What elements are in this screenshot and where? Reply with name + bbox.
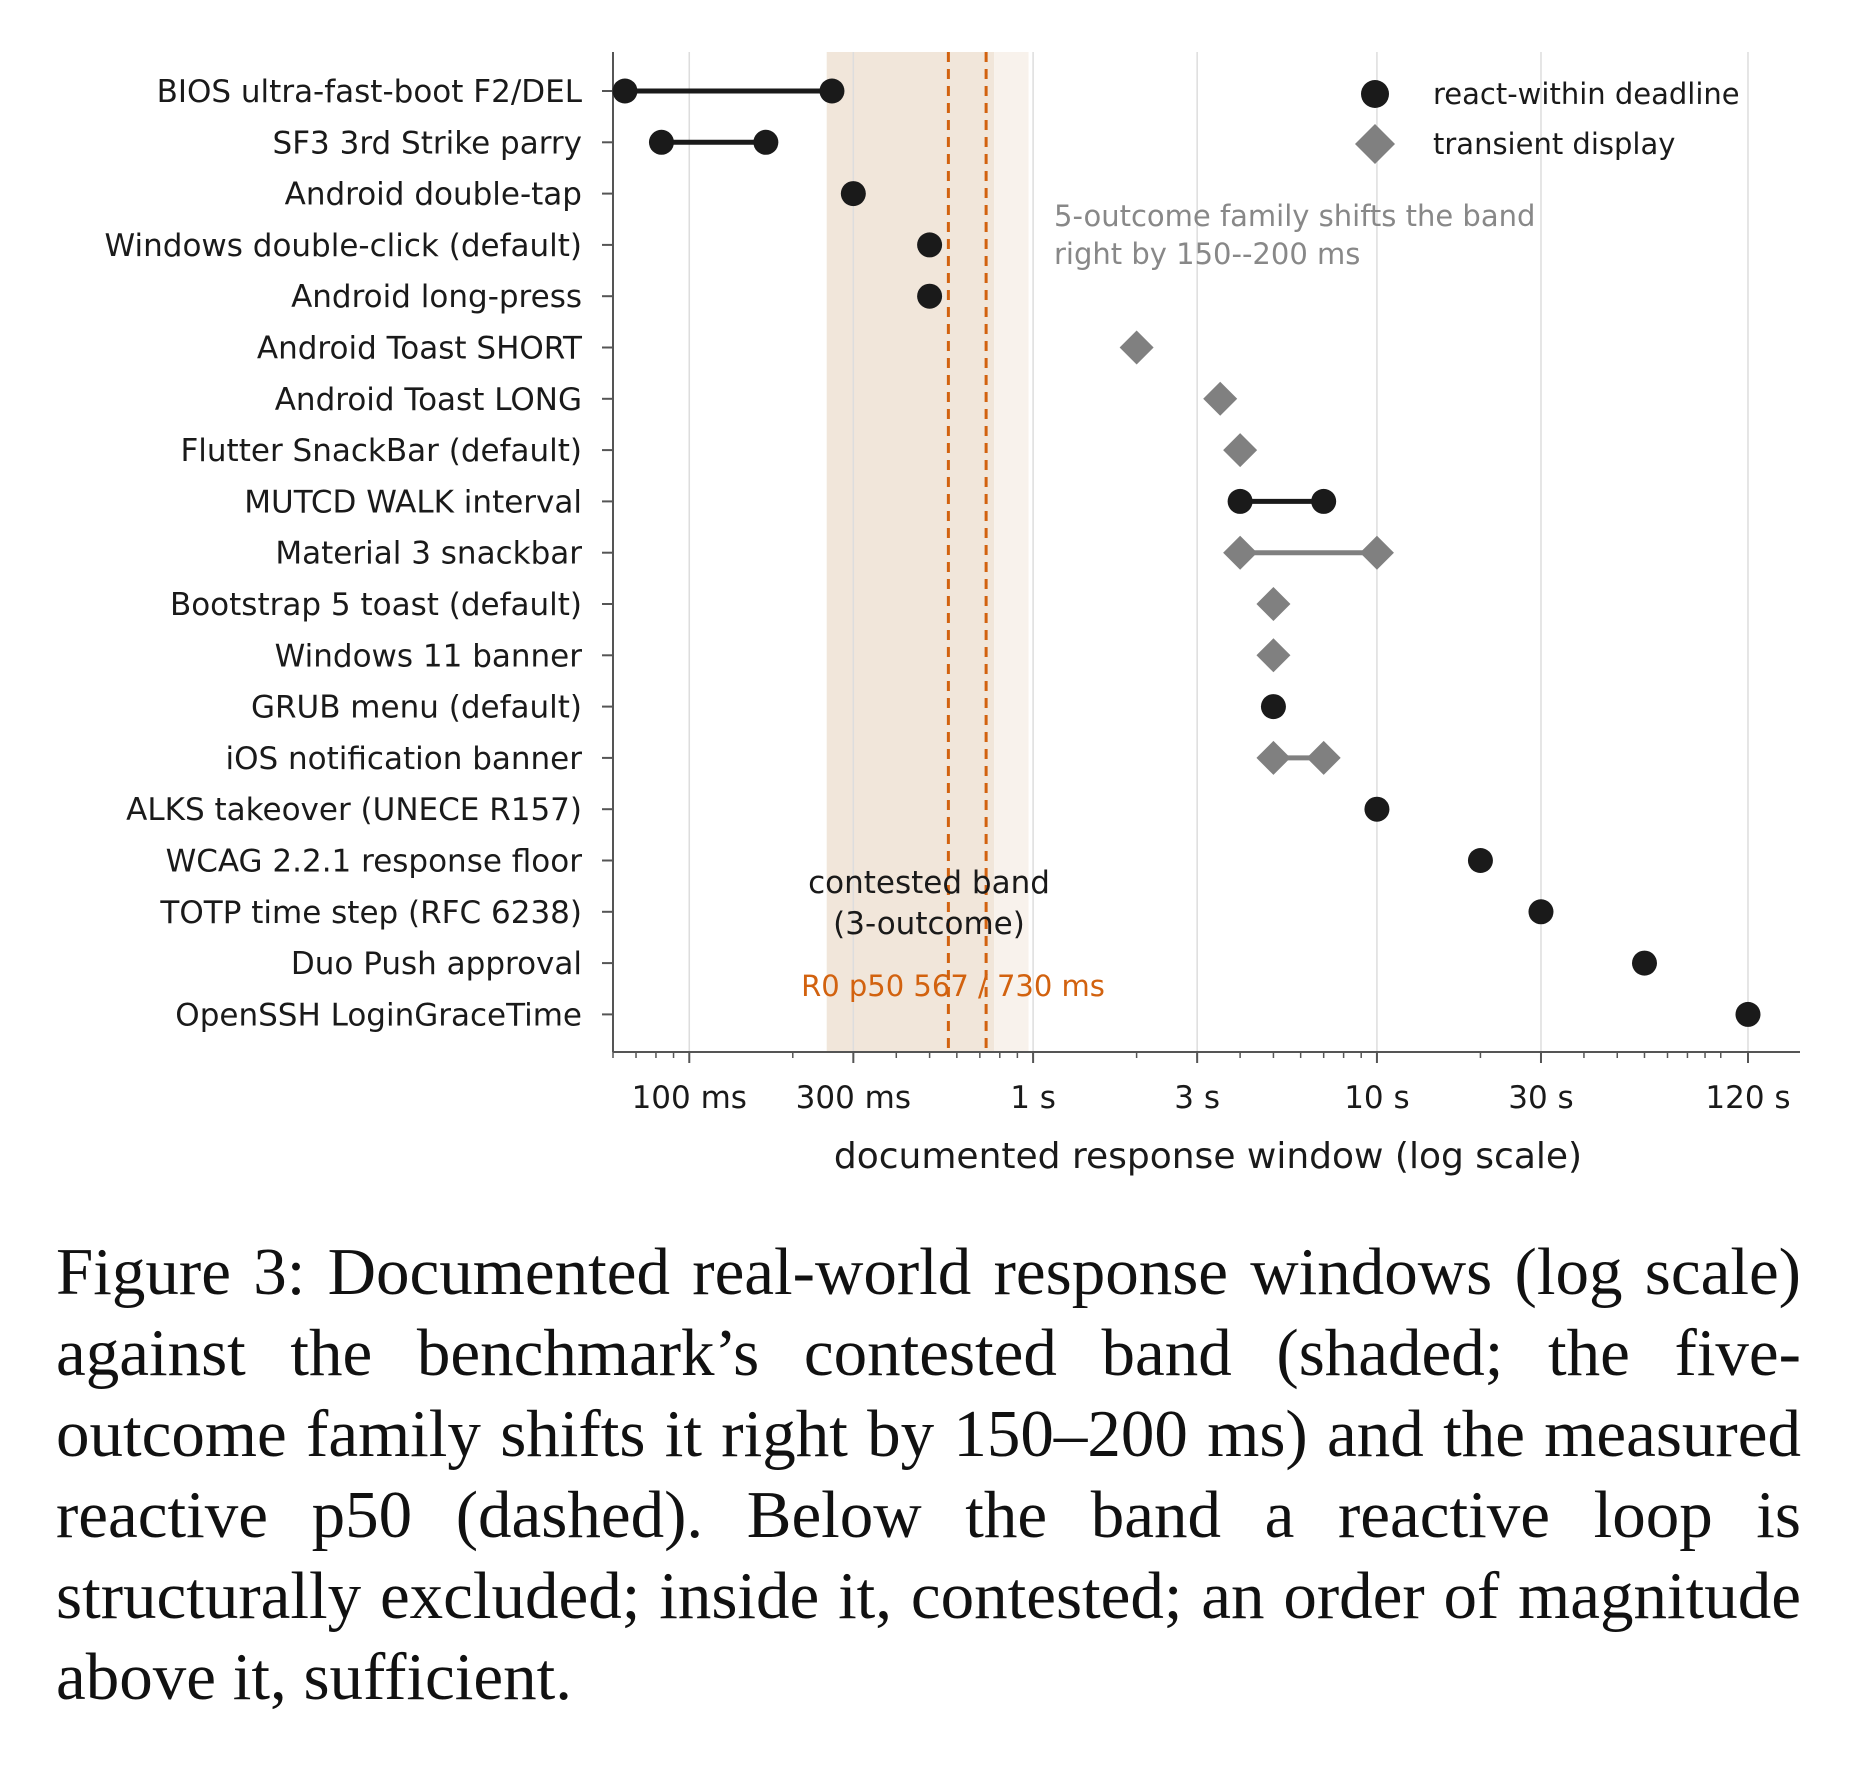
y-tick-label: TOTP time step (RFC 6238)	[159, 895, 582, 931]
data-marks	[612, 78, 1761, 1027]
transient-point	[1256, 740, 1291, 775]
p50-lines	[946, 52, 988, 1052]
x-tick-label: 120 s	[1705, 1080, 1790, 1116]
y-tick-label: GRUB menu (default)	[251, 690, 582, 726]
legend-label-transient: transient display	[1433, 127, 1675, 161]
annotation-shift-line2: right by 150--200 ms	[1054, 237, 1360, 271]
legend-marker-react	[1361, 80, 1389, 108]
react-point	[1311, 488, 1337, 514]
shifted-band-extension	[994, 52, 1029, 1052]
y-tick-label: WCAG 2.2.1 response floor	[166, 844, 583, 880]
y-tick-label: Android Toast SHORT	[257, 331, 583, 367]
figure-caption: Figure 3: Documented real-world response…	[56, 1235, 1801, 1714]
react-point	[917, 283, 943, 309]
x-tick-label: 30 s	[1508, 1080, 1573, 1116]
transient-point	[1119, 330, 1154, 365]
y-tick-label: Material 3 snackbar	[275, 536, 582, 572]
legend: react-within deadline transient display	[1355, 77, 1740, 164]
y-tick-label: Android Toast LONG	[275, 382, 582, 418]
contested-band	[826, 52, 995, 1052]
y-tick-label: Bootstrap 5 toast (default)	[170, 587, 582, 623]
transient-point	[1359, 535, 1394, 570]
x-tick-label: 100 ms	[632, 1080, 747, 1116]
y-tick-labels: BIOS ultra-fast-boot F2/DEL SF3 3rd Strik…	[105, 74, 584, 1033]
annotation-band-line1: contested band	[808, 865, 1050, 901]
transient-point	[1256, 638, 1291, 673]
x-tick-label: 3 s	[1174, 1080, 1220, 1116]
y-tick-label: Windows 11 banner	[275, 638, 583, 674]
react-point	[840, 181, 866, 207]
contested-band-layer	[826, 52, 1029, 1052]
transient-point	[1203, 381, 1238, 416]
y-tick-label: Duo Push approval	[291, 946, 582, 982]
x-tick-labels: 100 ms 300 ms 1 s 3 s 10 s 30 s 120 s	[632, 1080, 1791, 1116]
y-tick-label: SF3 3rd Strike parry	[273, 125, 582, 161]
x-axis-label: documented response window (log scale)	[834, 1136, 1582, 1177]
react-point	[1631, 950, 1657, 976]
transient-point	[1306, 740, 1341, 775]
react-point	[1735, 1001, 1761, 1027]
y-tick-label: BIOS ultra-fast-boot F2/DEL	[157, 74, 583, 110]
y-tick-label: Flutter SnackBar (default)	[180, 433, 582, 469]
annotation-p50: R0 p50 567 / 730 ms	[801, 969, 1105, 1003]
y-tick-label: Windows double-click (default)	[105, 228, 582, 264]
react-point	[1467, 848, 1493, 873]
transient-point	[1256, 587, 1291, 621]
transient-point	[1223, 433, 1258, 468]
transient-point	[1223, 535, 1258, 570]
react-point	[917, 232, 943, 258]
react-point	[819, 78, 845, 104]
react-point	[1528, 899, 1554, 925]
react-point	[1364, 796, 1390, 822]
annotation-band-line2: (3-outcome)	[833, 906, 1025, 942]
y-tick-label: ALKS takeover (UNECE R157)	[126, 792, 582, 828]
react-point	[648, 129, 674, 155]
react-point	[753, 129, 779, 155]
y-tick-label: Android double-tap	[285, 177, 582, 213]
y-tick-label: Android long-press	[291, 279, 582, 315]
react-point	[612, 78, 638, 104]
x-tick-label: 10 s	[1344, 1080, 1409, 1116]
y-tick-label: OpenSSH LoginGraceTime	[175, 997, 582, 1033]
react-point	[1227, 488, 1253, 514]
y-tick-label: MUTCD WALK interval	[244, 484, 582, 520]
x-tick-label: 1 s	[1010, 1080, 1056, 1116]
legend-marker-transient	[1355, 124, 1395, 164]
gridlines	[688, 52, 1749, 1052]
react-point	[1260, 694, 1286, 720]
x-tick-label: 300 ms	[796, 1080, 911, 1116]
axes	[602, 52, 1800, 1063]
annotation-shift-line1: 5-outcome family shifts the band	[1054, 199, 1535, 233]
legend-label-react: react-within deadline	[1433, 77, 1740, 111]
y-tick-label: iOS notification banner	[225, 741, 582, 777]
response-window-chart: BIOS ultra-fast-boot F2/DEL SF3 3rd Strik…	[105, 52, 1800, 1177]
